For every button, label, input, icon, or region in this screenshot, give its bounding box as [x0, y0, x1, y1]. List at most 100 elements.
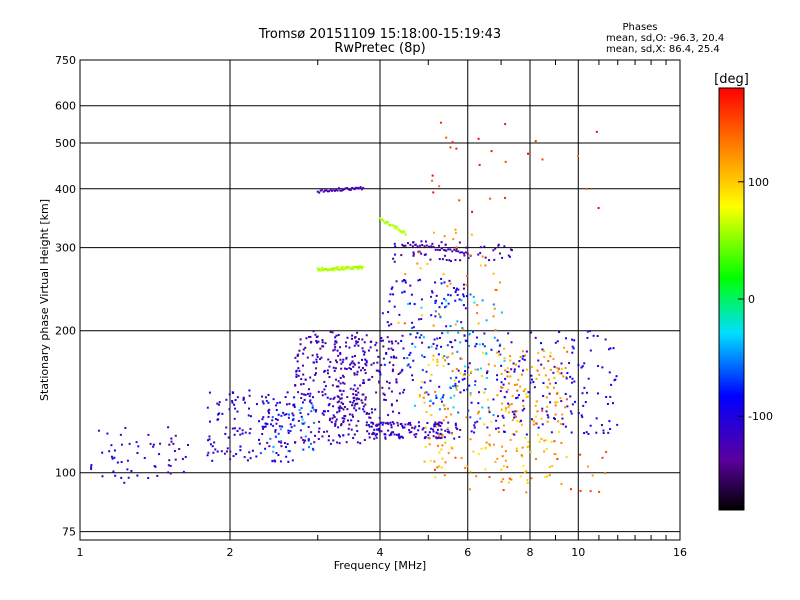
- data-point: [206, 454, 209, 457]
- data-point: [488, 259, 491, 262]
- data-point: [324, 393, 327, 396]
- data-point: [356, 370, 359, 373]
- data-point: [571, 345, 574, 348]
- data-point: [349, 400, 352, 403]
- data-point: [387, 347, 390, 350]
- data-point: [434, 301, 437, 304]
- data-point: [356, 187, 359, 190]
- data-point: [359, 265, 362, 268]
- data-point: [420, 252, 423, 255]
- data-point: [375, 424, 378, 427]
- data-point: [340, 406, 343, 409]
- data-point: [603, 472, 606, 475]
- data-point: [231, 391, 234, 394]
- data-point: [388, 387, 391, 390]
- data-point: [607, 348, 610, 351]
- data-point: [471, 210, 474, 213]
- data-point: [336, 349, 339, 352]
- data-point: [306, 356, 309, 359]
- data-point: [377, 355, 380, 358]
- data-point: [299, 343, 302, 346]
- data-point: [407, 303, 410, 306]
- data-point: [353, 433, 356, 436]
- data-point: [397, 321, 400, 324]
- data-point: [459, 259, 462, 262]
- data-point: [609, 347, 612, 350]
- data-point: [368, 432, 371, 435]
- data-point: [322, 269, 325, 272]
- data-point: [374, 344, 377, 347]
- data-point: [517, 365, 520, 368]
- data-point: [396, 421, 399, 424]
- data-point: [478, 391, 481, 394]
- data-point: [390, 340, 393, 343]
- data-point: [362, 393, 365, 396]
- data-point: [231, 427, 234, 430]
- data-point: [248, 389, 251, 392]
- data-point: [504, 369, 507, 372]
- data-point: [324, 189, 327, 192]
- data-point: [352, 268, 355, 271]
- data-point: [522, 390, 525, 393]
- data-point: [351, 415, 354, 418]
- data-point: [372, 362, 375, 365]
- data-point: [500, 372, 503, 375]
- data-point: [344, 187, 347, 190]
- data-point: [399, 230, 402, 233]
- data-point: [349, 387, 352, 390]
- data-point: [342, 402, 345, 405]
- x-tick-label: 4: [377, 546, 384, 559]
- data-point: [435, 294, 438, 297]
- data-point: [274, 435, 277, 438]
- data-point: [373, 428, 376, 431]
- data-point: [530, 378, 533, 381]
- data-point: [510, 368, 513, 371]
- data-point: [522, 369, 525, 372]
- data-point: [442, 273, 445, 276]
- data-point: [355, 424, 358, 427]
- data-point: [432, 245, 435, 248]
- data-point: [449, 325, 452, 328]
- data-point: [349, 188, 352, 191]
- data-point: [284, 396, 287, 399]
- data-point: [386, 221, 389, 224]
- data-point: [562, 375, 565, 378]
- data-point: [568, 362, 571, 365]
- data-point: [503, 359, 506, 362]
- data-point: [502, 416, 505, 419]
- data-point: [554, 401, 557, 404]
- data-point: [522, 405, 525, 408]
- data-point: [303, 421, 306, 424]
- data-point: [360, 188, 363, 191]
- data-point: [536, 400, 539, 403]
- data-point: [440, 428, 443, 431]
- data-point: [337, 334, 340, 337]
- data-point: [136, 451, 139, 454]
- data-point: [546, 475, 549, 478]
- data-point: [334, 346, 337, 349]
- data-point: [577, 154, 580, 157]
- data-point: [454, 228, 457, 231]
- data-point: [335, 418, 338, 421]
- data-point: [218, 401, 221, 404]
- data-point: [446, 331, 449, 334]
- data-point: [440, 397, 443, 400]
- data-point: [350, 419, 353, 422]
- data-point: [410, 293, 413, 296]
- data-point: [549, 351, 552, 354]
- data-point: [302, 438, 305, 441]
- data-point: [272, 450, 275, 453]
- data-point: [363, 410, 366, 413]
- data-point: [380, 430, 383, 433]
- data-point: [380, 364, 383, 367]
- data-point: [207, 451, 210, 454]
- data-point: [516, 419, 519, 422]
- data-point: [454, 299, 457, 302]
- data-point: [395, 380, 398, 383]
- data-point: [261, 418, 264, 421]
- data-point: [249, 415, 252, 418]
- data-point: [304, 439, 307, 442]
- data-point: [375, 433, 378, 436]
- data-point: [556, 457, 559, 460]
- data-point: [496, 339, 499, 342]
